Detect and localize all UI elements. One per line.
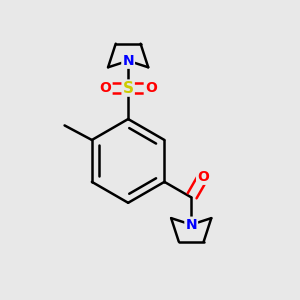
Text: S: S [123,81,134,96]
Text: N: N [185,218,197,232]
Text: N: N [122,54,134,68]
Text: O: O [100,81,112,95]
Text: O: O [197,170,209,184]
Text: O: O [145,81,157,95]
